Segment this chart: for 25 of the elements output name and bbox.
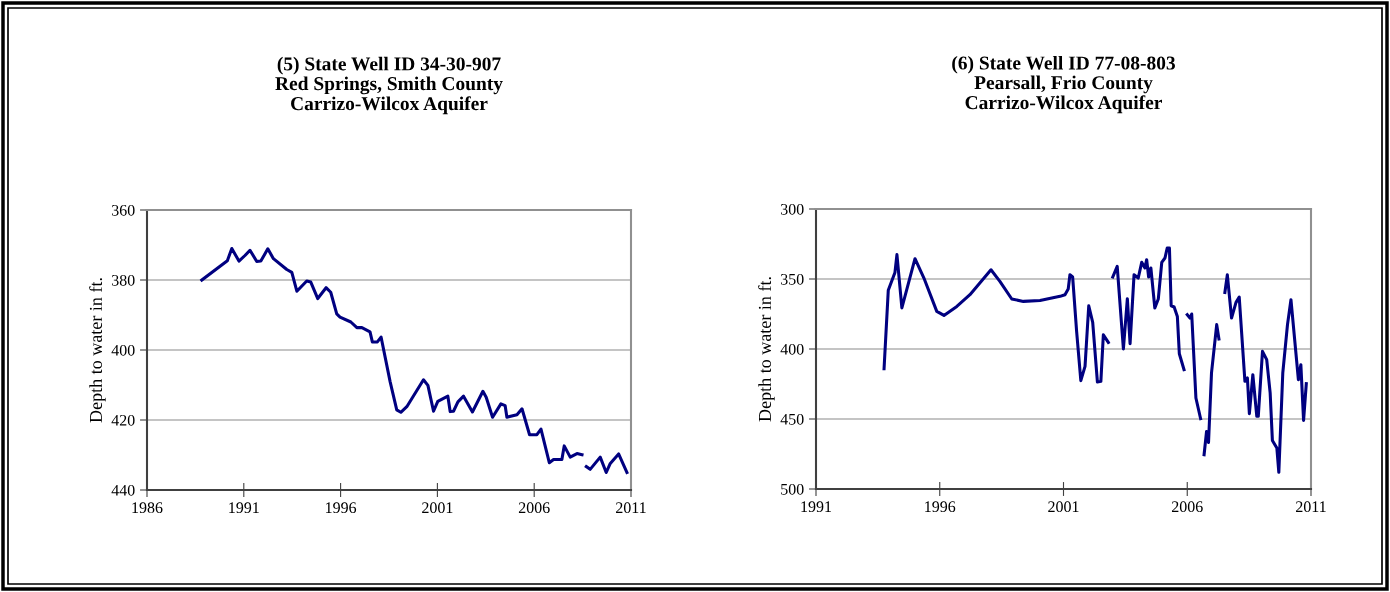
x-tick-label: 2001 — [1048, 501, 1079, 513]
x-tick-label: 2006 — [1171, 501, 1203, 513]
y-tick-label: 360 — [112, 204, 135, 216]
x-tick-label: 2011 — [1296, 501, 1326, 513]
y-tick-label: 380 — [112, 274, 135, 286]
x-tick-label: 2011 — [616, 502, 646, 514]
x-tick-label: 1986 — [132, 502, 163, 514]
chart-title: (5) State Well ID 34-30-907 Red Springs, Smith County Carrizo-Wilcox Aquifer — [275, 56, 503, 115]
y-tick-label: 300 — [781, 203, 804, 215]
y-axis-title: Depth to water in ft. — [758, 277, 775, 422]
y-tick-label: 400 — [111, 344, 135, 356]
x-tick-label: 1996 — [326, 502, 357, 514]
y-tick-label: 400 — [780, 343, 804, 355]
y-tick-label: 450 — [780, 413, 804, 425]
y-tick-label: 500 — [781, 483, 804, 495]
x-tick-label: 2006 — [518, 502, 550, 514]
y-tick-label: 350 — [781, 273, 804, 285]
x-tick-label: 1991 — [229, 502, 259, 514]
x-tick-label: 1996 — [925, 501, 956, 513]
y-axis-title: Depth to water in ft. — [89, 278, 106, 423]
x-tick-label: 1991 — [801, 501, 832, 513]
x-tick-label: 2001 — [422, 502, 453, 514]
y-tick-label: 420 — [111, 414, 135, 426]
y-tick-label: 440 — [111, 484, 135, 496]
chart-title: (6) State Well ID 77-08-803 Pearsall, Frio County Carrizo-Wilcox Aquifer — [952, 55, 1175, 114]
